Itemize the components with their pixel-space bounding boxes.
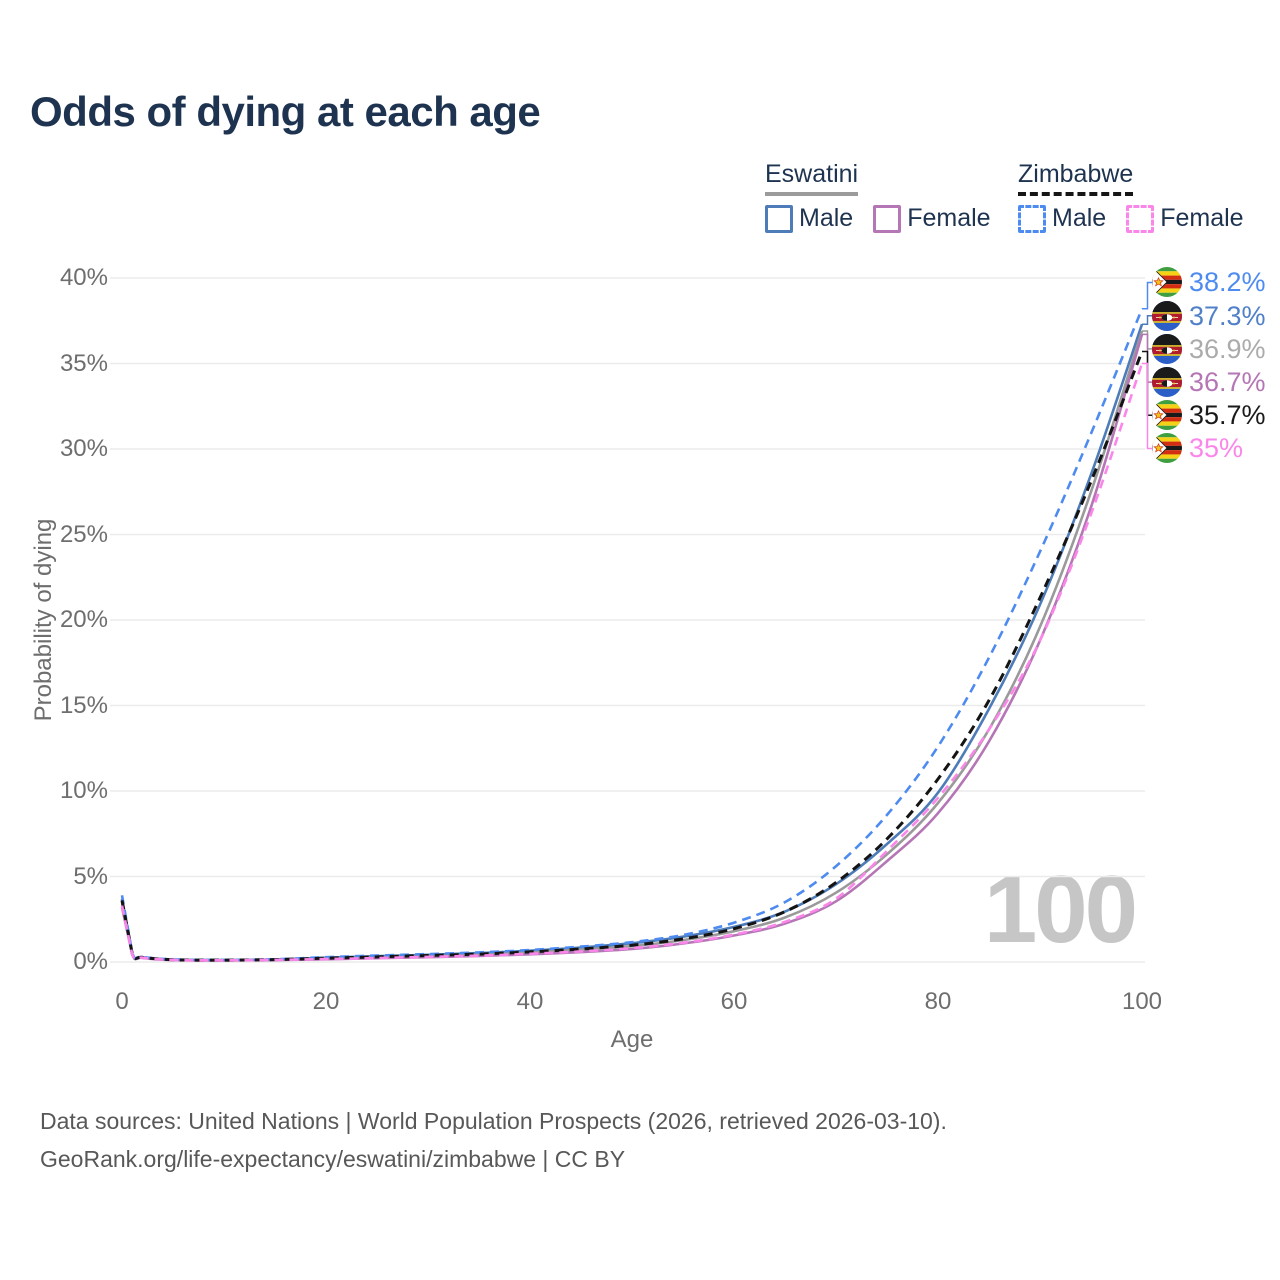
end-label-zimbabwe-female: 35% [1152, 433, 1243, 463]
end-label-value: 37.3% [1189, 301, 1266, 331]
x-tick-label: 100 [1121, 988, 1163, 1015]
y-tick-label: 15% [59, 692, 108, 719]
eswatini-male-swatch-icon [765, 204, 793, 233]
zimbabwe-flag-icon [1152, 400, 1182, 430]
y-tick-label: 35% [59, 350, 108, 377]
legend-item-label: Male [1052, 204, 1107, 232]
data-source-line: Data sources: United Nations | World Pop… [40, 1108, 947, 1134]
end-label-value: 36.9% [1189, 334, 1266, 364]
legend-group-eswatini: Eswatini Male Female [765, 160, 1011, 233]
x-tick-label: 0 [115, 988, 129, 1015]
legend-item-zimbabwe-female[interactable]: Female [1126, 204, 1244, 233]
y-tick-label: 30% [59, 435, 108, 462]
end-label-zimbabwe-male: 38.2% [1152, 267, 1266, 297]
zimbabwe-flag-icon [1152, 433, 1182, 463]
end-label-value: 35.7% [1189, 400, 1266, 430]
y-tick-label: 10% [59, 777, 108, 804]
end-label-eswatini-female: 36.7% [1152, 367, 1266, 397]
legend-item-label: Female [907, 204, 991, 232]
legend-country-zimbabwe: Zimbabwe [1018, 160, 1134, 196]
y-tick-label: 40% [59, 264, 108, 291]
x-tick-label: 60 [720, 988, 748, 1015]
end-label-value: 36.7% [1189, 367, 1266, 397]
end-label-eswatini-both: 36.9% [1152, 334, 1266, 364]
y-tick-label: 5% [73, 863, 108, 890]
y-tick-label: 20% [59, 606, 108, 633]
end-label-value: 35% [1189, 433, 1244, 463]
x-tick-label: 40 [516, 988, 544, 1015]
zimbabwe-flag-icon [1152, 267, 1182, 297]
eswatini-female-swatch-icon [873, 204, 902, 233]
legend-item-eswatini-male[interactable]: Male [765, 204, 853, 233]
legend-item-eswatini-female[interactable]: Female [873, 204, 991, 233]
y-axis-title: Probability of dying [30, 518, 57, 722]
age-counter-watermark: 100 [983, 856, 1138, 963]
eswatini-flag-icon [1152, 301, 1182, 331]
zimbabwe-female-swatch-icon [1126, 204, 1155, 233]
eswatini-flag-icon [1152, 334, 1182, 364]
x-tick-label: 20 [312, 988, 340, 1015]
zimbabwe-male-swatch-icon [1018, 204, 1046, 233]
legend-group-zimbabwe: Zimbabwe Male Female [1018, 160, 1264, 233]
attribution-line: GeoRank.org/life-expectancy/eswatini/zim… [40, 1146, 626, 1172]
end-label-zimbabwe-both: 35.7% [1152, 400, 1266, 430]
legend-items-eswatini: Male Female [765, 204, 1011, 233]
legend-item-label: Male [799, 204, 854, 232]
legend-item-zimbabwe-male[interactable]: Male [1018, 204, 1106, 233]
legend-item-label: Female [1160, 204, 1244, 232]
legend-items-zimbabwe: Male Female [1018, 204, 1264, 233]
y-tick-label: 25% [59, 521, 108, 548]
page-title: Odds of dying at each age [30, 88, 541, 135]
legend-country-eswatini: Eswatini [765, 160, 859, 196]
eswatini-flag-icon [1152, 367, 1182, 397]
x-tick-label: 80 [924, 988, 952, 1015]
end-label-eswatini-male: 37.3% [1152, 301, 1266, 331]
y-tick-label: 0% [73, 948, 108, 975]
end-label-value: 38.2% [1189, 267, 1266, 297]
x-axis-title: Age [610, 1026, 654, 1053]
